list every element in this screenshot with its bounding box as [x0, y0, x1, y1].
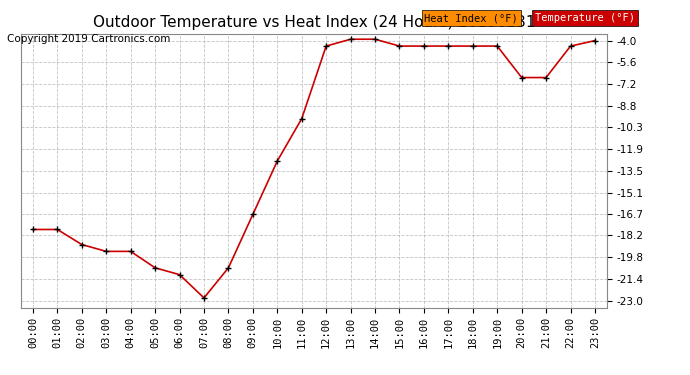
- Title: Outdoor Temperature vs Heat Index (24 Hours) 20190131: Outdoor Temperature vs Heat Index (24 Ho…: [92, 15, 535, 30]
- Text: Copyright 2019 Cartronics.com: Copyright 2019 Cartronics.com: [7, 34, 170, 44]
- Text: Heat Index (°F): Heat Index (°F): [424, 13, 518, 23]
- Text: Temperature (°F): Temperature (°F): [535, 13, 635, 23]
